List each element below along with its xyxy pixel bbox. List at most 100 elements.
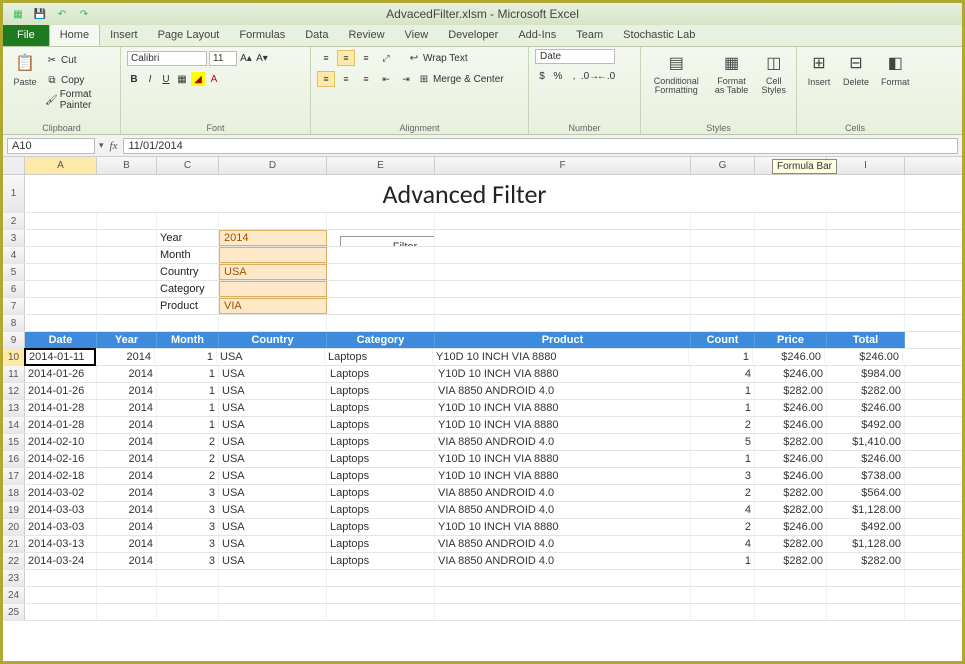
cell[interactable]: $282.00 <box>755 434 827 450</box>
row-header[interactable]: 1 <box>3 175 25 212</box>
cell[interactable]: Laptops <box>327 434 435 450</box>
cell[interactable] <box>97 315 157 331</box>
cell[interactable]: $282.00 <box>827 553 905 569</box>
tab-page-layout[interactable]: Page Layout <box>148 24 230 46</box>
col-header-C[interactable]: C <box>157 157 219 174</box>
align-bottom-button[interactable]: ≡ <box>357 50 375 66</box>
cell[interactable] <box>97 230 157 246</box>
cell[interactable] <box>827 213 905 229</box>
cell[interactable]: $246.00 <box>825 349 903 365</box>
cell-date[interactable]: 2014-03-13 <box>25 536 97 552</box>
filter-input-month[interactable] <box>219 247 327 263</box>
cell[interactable]: Y10D 10 INCH VIA 8880 <box>435 519 691 535</box>
cell[interactable]: $246.00 <box>755 468 827 484</box>
format-painter-button[interactable]: 🖌Format Painter <box>45 91 114 109</box>
cell[interactable] <box>25 247 97 263</box>
row-header[interactable]: 21 <box>3 536 25 552</box>
cell[interactable]: USA <box>219 366 327 382</box>
cell[interactable]: 4 <box>691 536 755 552</box>
cell[interactable] <box>25 281 97 297</box>
row-header[interactable]: 3 <box>3 230 25 246</box>
cell[interactable]: Y10D 10 INCH VIA 8880 <box>435 400 691 416</box>
cell[interactable]: VIA 8850 ANDROID 4.0 <box>435 536 691 552</box>
table-header[interactable]: Total <box>827 332 905 348</box>
cell[interactable]: $1,410.00 <box>827 434 905 450</box>
cell[interactable] <box>327 247 435 263</box>
percent-button[interactable]: % <box>551 69 565 83</box>
cell[interactable] <box>435 570 691 586</box>
cell[interactable]: $282.00 <box>755 502 827 518</box>
cell[interactable] <box>691 587 755 603</box>
cell[interactable]: $282.00 <box>755 485 827 501</box>
cell[interactable] <box>219 570 327 586</box>
cell[interactable]: 2014 <box>97 383 157 399</box>
cell[interactable] <box>25 230 97 246</box>
table-header[interactable]: Year <box>97 332 157 348</box>
cell[interactable] <box>827 315 905 331</box>
fill-color-button[interactable]: ◢ <box>191 72 205 86</box>
cell[interactable]: USA <box>219 502 327 518</box>
cell[interactable]: USA <box>219 536 327 552</box>
cell[interactable] <box>435 298 691 314</box>
cell[interactable] <box>755 298 827 314</box>
cell[interactable]: USA <box>219 434 327 450</box>
cell[interactable]: $492.00 <box>827 519 905 535</box>
row-header[interactable]: 18 <box>3 485 25 501</box>
cell[interactable]: 2 <box>691 417 755 433</box>
cell[interactable]: VIA 8850 ANDROID 4.0 <box>435 383 691 399</box>
cell[interactable]: Laptops <box>327 366 435 382</box>
row-header[interactable]: 4 <box>3 247 25 263</box>
cell[interactable]: $246.00 <box>827 451 905 467</box>
cell[interactable] <box>327 281 435 297</box>
border-button[interactable]: ▦ <box>175 72 189 86</box>
fx-icon[interactable]: fx <box>104 140 124 152</box>
cell[interactable] <box>435 281 691 297</box>
cell[interactable]: $246.00 <box>755 519 827 535</box>
row-header[interactable]: 14 <box>3 417 25 433</box>
cell[interactable]: VIA 8850 ANDROID 4.0 <box>435 502 691 518</box>
cell-date[interactable]: 2014-01-26 <box>25 366 97 382</box>
filter-input-country[interactable]: USA <box>219 264 327 280</box>
cell[interactable]: 3 <box>157 485 219 501</box>
cell-date[interactable]: 2014-03-03 <box>25 502 97 518</box>
merge-center-button[interactable]: Merge & Center <box>433 74 504 85</box>
tab-home[interactable]: Home <box>49 24 100 46</box>
italic-button[interactable]: I <box>143 72 157 86</box>
cell[interactable]: 1 <box>157 366 219 382</box>
cell[interactable] <box>97 570 157 586</box>
cell[interactable]: $246.00 <box>755 417 827 433</box>
cell[interactable]: Y10D 10 INCH VIA 8880 <box>435 417 691 433</box>
cell[interactable] <box>97 281 157 297</box>
cell[interactable] <box>827 247 905 263</box>
cell[interactable] <box>97 247 157 263</box>
cell[interactable]: 2014 <box>97 519 157 535</box>
currency-button[interactable]: $ <box>535 69 549 83</box>
cell[interactable]: Y10D 10 INCH VIA 8880 <box>433 349 689 365</box>
cell[interactable] <box>25 315 97 331</box>
cell-date[interactable]: 2014-02-10 <box>25 434 97 450</box>
delete-cells-button[interactable]: ⊟Delete <box>839 49 873 89</box>
comma-button[interactable]: , <box>567 69 581 83</box>
orientation-button[interactable]: ⤢ <box>377 50 395 66</box>
name-box[interactable]: A10 <box>7 138 95 154</box>
table-header[interactable]: Month <box>157 332 219 348</box>
cell[interactable]: USA <box>219 400 327 416</box>
col-header-G[interactable]: G <box>691 157 755 174</box>
worksheet[interactable]: ABCDEFGHI 1Advanced Filter23Year2014Filt… <box>3 157 962 621</box>
cell[interactable]: Y10D 10 INCH VIA 8880 <box>435 366 691 382</box>
row-header[interactable]: 13 <box>3 400 25 416</box>
cell-date[interactable]: 2014-01-28 <box>25 417 97 433</box>
cell[interactable]: 1 <box>691 400 755 416</box>
bold-button[interactable]: B <box>127 72 141 86</box>
cell[interactable]: Y10D 10 INCH VIA 8880 <box>435 468 691 484</box>
cell[interactable] <box>219 315 327 331</box>
col-header-E[interactable]: E <box>327 157 435 174</box>
cell[interactable] <box>435 587 691 603</box>
cell[interactable]: Laptops <box>327 383 435 399</box>
cell[interactable]: $246.00 <box>827 400 905 416</box>
cell[interactable]: Y10D 10 INCH VIA 8880 <box>435 451 691 467</box>
cell[interactable] <box>157 587 219 603</box>
cell[interactable]: 2014 <box>97 468 157 484</box>
wrap-text-button[interactable]: Wrap Text <box>423 53 468 64</box>
cell[interactable] <box>219 604 327 620</box>
